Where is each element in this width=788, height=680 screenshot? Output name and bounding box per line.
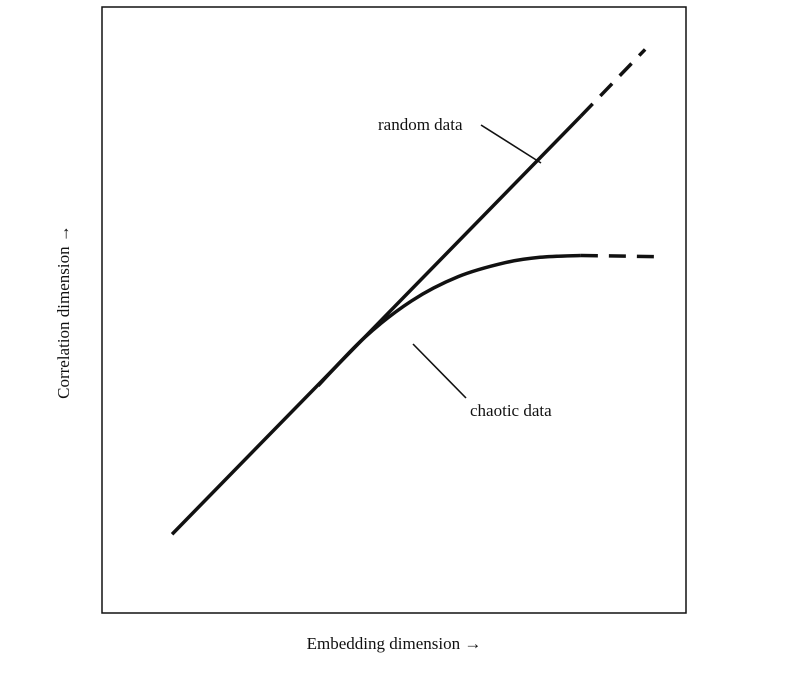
chaotic-data-leader-line [412,343,467,399]
chaotic-data-label: chaotic data [470,401,552,420]
random-data-leader-line [480,124,542,164]
plot-frame [101,6,687,614]
annotation-layer: random data chaotic data [378,115,552,420]
chaotic-data-solid-line [316,253,581,387]
y-axis-label: Correlation dimension → [54,225,73,399]
x-axis-label: Embedding dimension → [306,634,482,653]
chaotic-data-dashed-line [580,253,657,259]
random-data-label: random data [378,115,463,134]
series-layer [170,48,657,536]
random-data-dashed-line [579,48,647,118]
